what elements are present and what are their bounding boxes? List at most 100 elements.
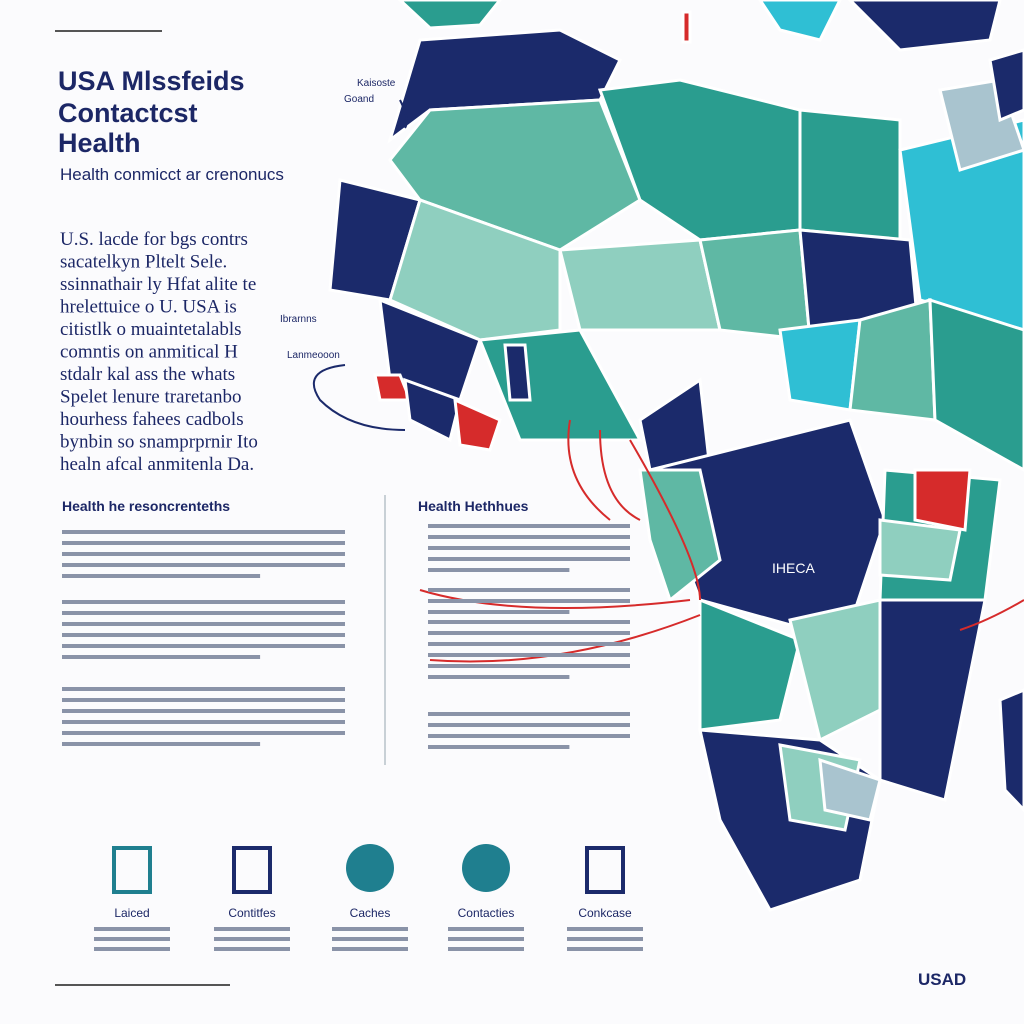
text-placeholder — [94, 947, 170, 951]
country — [758, 0, 842, 42]
text-placeholder — [62, 530, 345, 534]
intro-line: ssinnathair ly Hfat alite te — [60, 274, 256, 295]
country — [453, 397, 502, 452]
intro-line: hrelettuice o U. USA is — [60, 297, 237, 318]
map — [312, 0, 1024, 912]
logo: USAD — [918, 970, 966, 989]
section-heading: Health he resoncrenteths — [62, 498, 230, 514]
text-placeholder — [62, 720, 345, 724]
country — [681, 10, 692, 44]
connector-line — [959, 599, 1024, 631]
text-placeholder — [62, 600, 345, 604]
country — [998, 688, 1024, 813]
subtitle: Health conmicct ar crenonucs — [60, 165, 284, 184]
text-placeholder — [428, 631, 630, 635]
text-placeholder — [62, 709, 345, 713]
text-placeholder — [448, 947, 524, 951]
text-placeholder — [62, 644, 345, 648]
country — [778, 318, 862, 412]
text-placeholder — [94, 927, 170, 931]
text-placeholder — [428, 664, 630, 668]
icon-label: Contitfes — [228, 906, 275, 920]
icon — [232, 846, 272, 894]
map-label: Lanmeooon — [287, 350, 340, 361]
intro-line: sacatelkyn Pltelt Sele. — [60, 252, 227, 273]
icon — [585, 846, 625, 894]
connector-line — [399, 99, 408, 129]
icon — [112, 846, 152, 894]
text-placeholder — [62, 687, 345, 691]
title: Contactcst — [58, 98, 198, 128]
connector-line — [629, 439, 701, 601]
icon-label: Laiced — [114, 906, 149, 920]
country — [878, 598, 987, 802]
country — [928, 297, 1024, 472]
map-label: Goand — [344, 94, 374, 105]
text-placeholder — [62, 731, 345, 735]
text-placeholder — [332, 937, 408, 941]
text-placeholder — [428, 723, 630, 727]
country — [397, 0, 502, 30]
icons: Laiced Contitfes Caches Contacties Conkcase — [94, 844, 643, 951]
country — [988, 48, 1024, 123]
text-placeholder — [62, 541, 345, 545]
text-placeholder — [567, 927, 643, 931]
connector-line — [567, 419, 611, 521]
text-placeholder — [62, 611, 345, 615]
map-label: Ibrarnns — [280, 314, 317, 325]
intro-line: bynbin so snamprprnir Ito — [60, 432, 258, 453]
icon-label: Contacties — [458, 906, 515, 920]
text-placeholder — [94, 937, 170, 941]
map-label: Kaisoste — [357, 78, 396, 89]
text-placeholder — [428, 546, 630, 550]
text-placeholder — [428, 620, 630, 624]
intro-line: U.S. lacde for bgs contrs — [60, 229, 248, 250]
text-placeholder — [62, 563, 345, 567]
text-placeholder — [62, 622, 345, 626]
text-placeholder — [214, 947, 290, 951]
text-placeholder — [332, 927, 408, 931]
text-placeholder — [428, 535, 630, 539]
text-placeholder — [567, 937, 643, 941]
text-placeholder — [62, 552, 345, 556]
country — [503, 343, 532, 402]
connector-line — [312, 364, 406, 431]
text-placeholder — [214, 937, 290, 941]
country — [913, 468, 972, 532]
country — [798, 108, 902, 242]
connector-line — [599, 429, 641, 521]
title: Health — [58, 128, 141, 158]
connector-line — [419, 589, 691, 609]
text-placeholder — [62, 655, 261, 659]
intro-line: comntis on anmitical H — [60, 342, 238, 363]
country — [847, 0, 1002, 52]
text-placeholder — [428, 610, 570, 614]
icon — [462, 844, 510, 892]
intro-line: citistlk o muaintetalabls — [60, 319, 242, 340]
country — [698, 597, 802, 732]
country — [403, 377, 462, 443]
text-placeholder — [214, 927, 290, 931]
intro-line: stdalr kal ass the whats — [60, 364, 235, 385]
text-placeholder — [567, 947, 643, 951]
text-placeholder — [448, 927, 524, 931]
text-placeholder — [428, 568, 570, 572]
icon-label: Caches — [350, 906, 391, 920]
intro-line: hourhess fahees cadbols — [60, 409, 244, 430]
icon-label: Conkcase — [578, 906, 632, 920]
text-placeholder — [332, 947, 408, 951]
text-placeholder — [428, 642, 630, 646]
country — [848, 298, 937, 422]
country — [558, 238, 722, 332]
text-placeholder — [428, 675, 570, 679]
text-placeholder — [428, 588, 630, 592]
text-placeholder — [62, 742, 261, 746]
country — [878, 518, 962, 582]
title: USA Mlssfeids — [58, 66, 245, 96]
intro-line: healn afcal anmitenla Da. — [60, 454, 254, 475]
text-placeholder — [428, 524, 630, 528]
text-placeholder — [428, 745, 570, 749]
intro-line: Spelet lenure traretanbo — [60, 387, 241, 408]
text-placeholder — [62, 698, 345, 702]
